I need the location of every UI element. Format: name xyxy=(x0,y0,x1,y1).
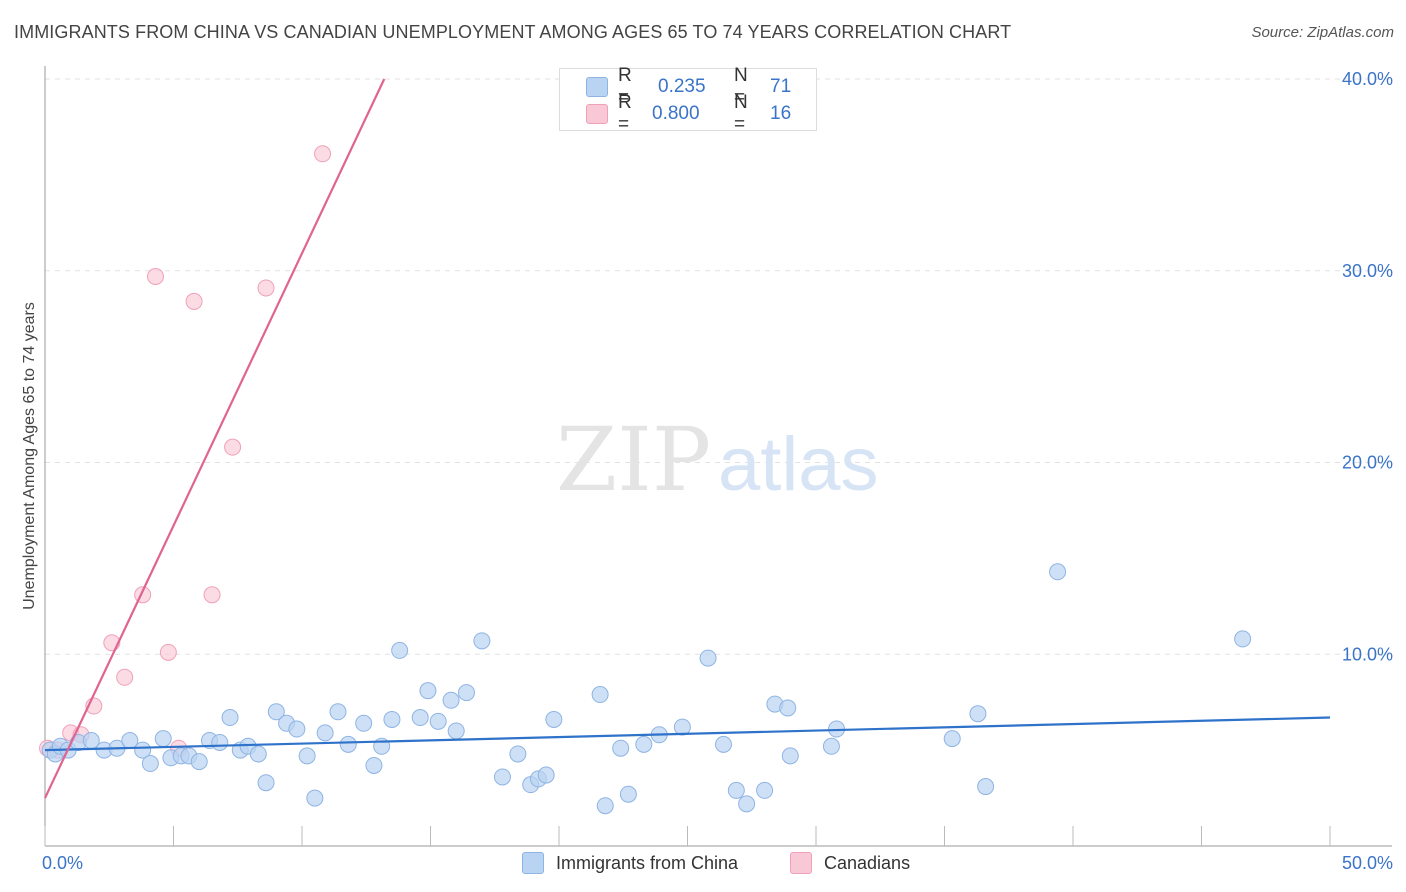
legend-r-label: R = xyxy=(618,92,632,135)
legend-swatch-pink xyxy=(790,852,812,874)
canadians-points xyxy=(39,145,332,759)
canadians-point xyxy=(203,586,221,604)
china-point xyxy=(411,709,429,727)
legend-n-label: N = xyxy=(734,92,748,135)
china-point xyxy=(1049,563,1067,581)
china-point xyxy=(545,710,563,728)
watermark-atlas: atlas xyxy=(718,422,879,507)
trend-lines xyxy=(44,78,1331,799)
china-point xyxy=(154,730,172,748)
china-point xyxy=(365,756,383,774)
china-point xyxy=(306,789,324,807)
tick-labels: 10.0% 20.0% 30.0% 40.0% 0.0% 50.0% xyxy=(42,69,1393,873)
china-point xyxy=(391,641,409,659)
chart-source: Source: ZipAtlas.com xyxy=(1251,24,1394,41)
legend-n-value: 71 xyxy=(770,76,792,97)
canadians-trend-line xyxy=(44,78,386,799)
canadians-point xyxy=(224,438,242,456)
china-point xyxy=(329,703,347,721)
china-point xyxy=(537,766,555,784)
china-point xyxy=(591,686,609,704)
china-point xyxy=(714,735,732,753)
china-point xyxy=(738,795,756,813)
legend-label-canadians: Canadians xyxy=(824,852,911,873)
watermark-zip: ZIP xyxy=(556,408,711,511)
china-point xyxy=(257,774,275,792)
china-point xyxy=(355,714,373,732)
correlation-legend: R = 0.235 N = 71 R = 0.800 N = 16 xyxy=(559,65,817,135)
y-tick-label: 20.0% xyxy=(1342,453,1393,473)
china-point xyxy=(1234,630,1252,648)
china-point xyxy=(267,703,285,721)
china-point xyxy=(339,735,357,753)
china-point xyxy=(141,755,159,773)
canadians-point xyxy=(257,279,275,297)
legend-swatch-pink xyxy=(586,104,608,124)
china-point xyxy=(977,778,995,796)
china-point xyxy=(943,730,961,748)
china-point xyxy=(612,739,630,757)
china-point xyxy=(316,724,334,742)
canadians-point xyxy=(159,643,177,661)
y-axis-label: Unemployment Among Ages 65 to 74 years xyxy=(21,302,38,610)
china-point xyxy=(619,785,637,803)
china-point xyxy=(457,684,475,702)
china-point xyxy=(221,709,239,727)
x-tick-label: 0.0% xyxy=(42,853,83,873)
canadians-point xyxy=(147,268,165,286)
china-point xyxy=(190,753,208,771)
china-point xyxy=(211,733,229,751)
china-point xyxy=(727,781,745,799)
legend-r-value: 0.800 xyxy=(652,103,700,124)
china-point xyxy=(493,768,511,786)
china-point xyxy=(473,632,491,650)
china-point xyxy=(781,747,799,765)
y-tick-label: 30.0% xyxy=(1342,261,1393,281)
china-point xyxy=(699,649,717,667)
x-tick-label: 50.0% xyxy=(1342,853,1393,873)
legend-r-label: R = xyxy=(618,65,632,108)
china-point xyxy=(509,745,527,763)
legend-item-canadians: Canadians xyxy=(790,852,910,874)
china-point xyxy=(429,712,447,730)
china-point xyxy=(673,718,691,736)
china-point xyxy=(447,722,465,740)
china-point xyxy=(969,705,987,723)
china-point xyxy=(298,747,316,765)
china-point xyxy=(756,781,774,799)
y-tick-label: 10.0% xyxy=(1342,644,1393,664)
canadians-point xyxy=(314,145,332,163)
legend-swatch-blue xyxy=(522,852,544,874)
china-point xyxy=(383,710,401,728)
china-point xyxy=(635,735,653,753)
legend-item-china: Immigrants from China xyxy=(522,852,738,874)
legend-n-label: N = xyxy=(734,65,748,108)
chart-title: IMMIGRANTS FROM CHINA VS CANADIAN UNEMPL… xyxy=(14,22,1012,42)
china-point xyxy=(134,741,152,759)
china-point xyxy=(442,691,460,709)
axes xyxy=(44,66,1392,847)
y-tick-label: 40.0% xyxy=(1342,69,1393,89)
legend-label-china: Immigrants from China xyxy=(556,852,739,873)
grid-lines xyxy=(45,78,1392,655)
china-points xyxy=(41,563,1252,815)
watermark: ZIP atlas xyxy=(556,408,879,511)
canadians-point xyxy=(185,292,203,310)
canadians-point xyxy=(116,668,134,686)
legend-r-value: 0.235 xyxy=(658,76,706,97)
china-point xyxy=(779,699,797,717)
china-point xyxy=(249,745,267,763)
china-trend-line xyxy=(44,716,1331,752)
china-point xyxy=(596,797,614,815)
china-point xyxy=(419,682,437,700)
legend-n-value: 16 xyxy=(770,103,792,124)
china-point xyxy=(822,737,840,755)
china-point xyxy=(288,720,306,738)
legend-swatch-blue xyxy=(586,77,608,97)
